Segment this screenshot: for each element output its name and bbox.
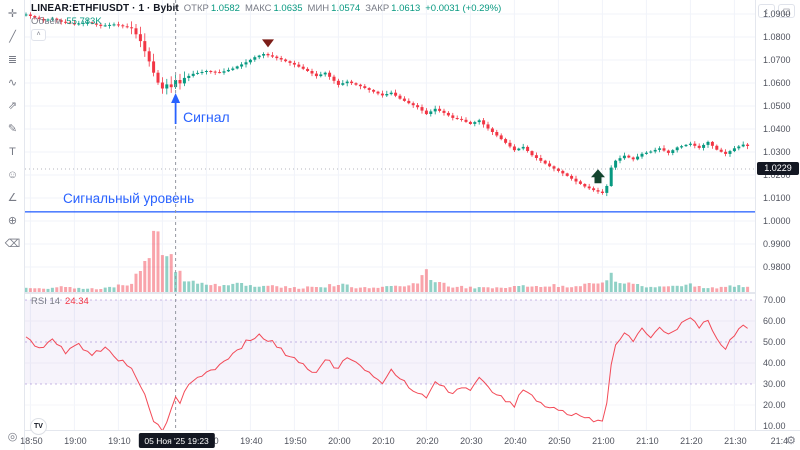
low-value: МИН 1.0574 <box>307 3 361 14</box>
price-axis-label: 1.0500 <box>763 101 791 111</box>
price-axis-label: 1.0600 <box>763 78 791 88</box>
text-tool-icon[interactable]: T <box>0 141 25 163</box>
rsi-axis-label: 70.00 <box>763 295 786 305</box>
rsi-axis-label: 40.00 <box>763 358 786 368</box>
price-axis-label: 1.0800 <box>763 32 791 42</box>
long-position-tool-icon[interactable]: ⇗ <box>0 95 25 117</box>
rsi-pane-canvas[interactable] <box>25 293 755 430</box>
rsi-axis-label: 20.00 <box>763 400 786 410</box>
rsi-axis-label: 60.00 <box>763 316 786 326</box>
rsi-axis-label: 30.00 <box>763 379 786 389</box>
volume-label: Объём <box>31 16 62 27</box>
price-axis-label: 1.0200 <box>763 170 791 180</box>
price-axis-label: 1.0000 <box>763 216 791 226</box>
xabcd-pattern-tool-icon[interactable]: ∿ <box>0 72 25 94</box>
legend-collapse-button[interactable]: ˄ <box>31 29 46 41</box>
time-axis[interactable]: 18:5019:0019:1019:3019:4019:5020:0020:10… <box>20 430 800 450</box>
price-axis-label: 1.0900 <box>763 9 791 19</box>
signal-annotation-text[interactable]: Сигнал <box>183 109 230 125</box>
time-axis-label: 20:20 <box>416 436 439 446</box>
pane-controls: ↕ ◻ <box>758 4 795 18</box>
time-axis-label: 21:10 <box>636 436 659 446</box>
time-axis-label: 19:50 <box>284 436 307 446</box>
time-axis-label: 20:40 <box>504 436 527 446</box>
rsi-axis-label: 10.00 <box>763 421 786 431</box>
price-axis-label: 0.9900 <box>763 239 791 249</box>
restore-pane-icon[interactable]: ◻ <box>778 4 795 18</box>
symbol-legend: LINEAR:ETHFIUSDT · 1 · Bybit ОТКР 1.0582 … <box>31 3 501 14</box>
close-value: ЗАКР 1.0613 <box>365 3 421 14</box>
rsi-axis-label: 50.00 <box>763 337 786 347</box>
time-axis-label: 21:20 <box>680 436 703 446</box>
time-axis-label: 21:4 <box>770 436 789 446</box>
volume-value: 55.783K <box>66 16 102 27</box>
axis-settings-gear-icon[interactable]: ⚙ <box>786 435 796 447</box>
symbol-title[interactable]: LINEAR:ETHFIUSDT · 1 · Bybit <box>31 3 179 14</box>
crosshair-time-tooltip: 05 Ноя '25 19:23 <box>138 433 215 448</box>
price-pane-canvas[interactable] <box>25 0 755 293</box>
price-axis-label: 1.0400 <box>763 124 791 134</box>
emoji-tool-icon[interactable]: ☺ <box>0 164 25 186</box>
maximize-pane-icon[interactable]: ↕ <box>758 4 775 18</box>
time-axis-label: 21:30 <box>724 436 747 446</box>
brush-tool-icon[interactable]: ✎ <box>0 118 25 140</box>
fib-retracement-tool-icon[interactable]: ≣ <box>0 49 25 71</box>
open-value: ОТКР 1.0582 <box>183 3 240 14</box>
pane-separator-handle[interactable] <box>25 292 800 294</box>
trend-line-tool-icon[interactable]: ╱ <box>0 26 25 48</box>
chart-area[interactable]: LINEAR:ETHFIUSDT · 1 · Bybit ОТКР 1.0582 … <box>25 0 755 430</box>
high-value: МАКС 1.0635 <box>244 3 303 14</box>
rsi-value: 24.34 <box>65 296 89 307</box>
time-axis-label: 19:10 <box>108 436 131 446</box>
zoom-in-tool-icon[interactable]: ⊕ <box>0 210 25 232</box>
tradingview-logo[interactable]: TV <box>30 418 47 435</box>
remove-drawings-tool-icon[interactable]: ⌫ <box>0 233 25 255</box>
change-value: +0.0031 (+0.29%) <box>425 3 502 14</box>
price-axis-label: 1.0100 <box>763 193 791 203</box>
time-axis-label: 21:00 <box>592 436 615 446</box>
time-axis-label: 20:50 <box>548 436 571 446</box>
price-axis[interactable]: ↕ ◻ 1.0900 1.0800 1.0700 1.0600 1.0500 1.0400 1… <box>755 0 800 431</box>
drawing-toolbar: ✛ ╱ ≣ ∿ ⇗ ✎ T ☺ ∠ ⊕ ⌫ ◎ <box>0 0 25 450</box>
price-axis-label: 1.0700 <box>763 55 791 65</box>
time-axis-label: 20:10 <box>372 436 395 446</box>
sell-marker <box>262 39 274 48</box>
rsi-title[interactable]: RSI 14 <box>31 296 61 307</box>
time-axis-label: 18:50 <box>20 436 43 446</box>
rsi-legend: RSI 14 24.34 <box>31 296 89 307</box>
time-axis-label: 19:00 <box>64 436 87 446</box>
time-axis-label: 19:40 <box>240 436 263 446</box>
object-tree-icon[interactable]: ◎ <box>0 426 25 448</box>
buy-marker <box>591 169 605 184</box>
last-price-tag: 1.0229 <box>757 162 799 175</box>
time-axis-label: 20:00 <box>328 436 351 446</box>
crosshair-tool-icon[interactable]: ✛ <box>0 3 25 25</box>
price-axis-label: 1.0300 <box>763 147 791 157</box>
signal-level-annotation-text[interactable]: Сигнальный уровень <box>63 191 195 206</box>
measure-tool-icon[interactable]: ∠ <box>0 187 25 209</box>
volume-legend: Объём 55.783K <box>31 16 102 27</box>
time-axis-label: 20:30 <box>460 436 483 446</box>
price-axis-label: 0.9800 <box>763 262 791 272</box>
